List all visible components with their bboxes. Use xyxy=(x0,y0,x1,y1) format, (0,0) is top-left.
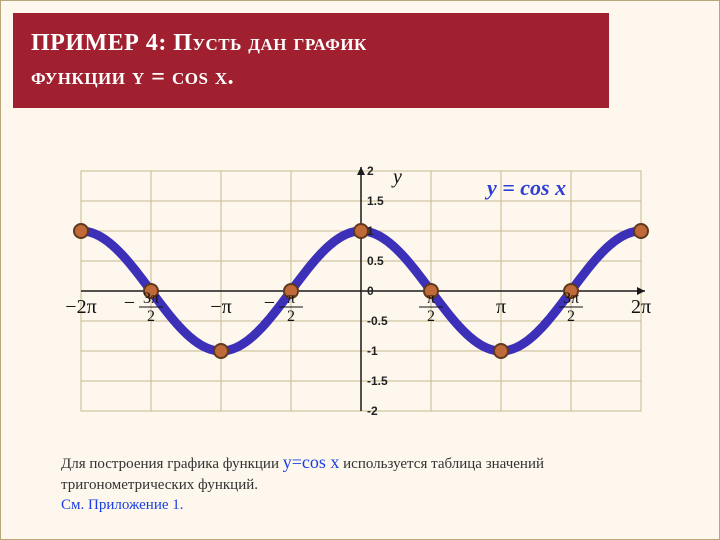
svg-text:-2: -2 xyxy=(367,404,378,418)
svg-text:-1: -1 xyxy=(367,344,378,358)
chart-svg: 21.510.50-0.5-1-1.5-2−2π−3π2−π−π2π2π3π22… xyxy=(61,161,661,421)
svg-text:-1.5: -1.5 xyxy=(367,374,388,388)
footer-highlight: y=cos x xyxy=(283,452,340,472)
svg-text:y: y xyxy=(391,166,402,188)
svg-text:1.5: 1.5 xyxy=(367,194,384,208)
cosine-chart: 21.510.50-0.5-1-1.5-2−2π−3π2−π−π2π2π3π22… xyxy=(61,161,661,421)
header-line-1: ПРИМЕР 4: Пусть дан график xyxy=(31,27,591,59)
svg-text:0: 0 xyxy=(367,284,374,298)
svg-text:1: 1 xyxy=(367,224,374,238)
svg-text:3π: 3π xyxy=(143,290,159,307)
svg-text:−2π: −2π xyxy=(65,296,96,318)
svg-text:−: − xyxy=(124,292,135,314)
footer-link: См. Приложение 1. xyxy=(61,497,184,513)
svg-text:π: π xyxy=(427,290,435,307)
svg-text:2: 2 xyxy=(147,308,155,325)
svg-text:2: 2 xyxy=(287,308,295,325)
svg-text:π: π xyxy=(287,290,295,307)
svg-text:2: 2 xyxy=(567,308,575,325)
svg-text:2: 2 xyxy=(367,164,374,178)
slide-header: ПРИМЕР 4: Пусть дан график функции y = c… xyxy=(13,13,609,108)
svg-text:y = cos x: y = cos x xyxy=(484,175,566,200)
svg-text:−π: −π xyxy=(210,296,231,318)
svg-text:π: π xyxy=(496,296,506,318)
svg-text:0.5: 0.5 xyxy=(367,254,384,268)
svg-text:3π: 3π xyxy=(563,290,579,307)
svg-text:2: 2 xyxy=(427,308,435,325)
svg-text:−: − xyxy=(264,292,275,314)
footer-text: Для построения графика функции y=cos x и… xyxy=(61,450,659,515)
footer-text-a: Для построения графика функции xyxy=(61,456,283,472)
header-line-2: функции y = cos x. xyxy=(31,61,591,93)
svg-text:-0.5: -0.5 xyxy=(367,314,388,328)
svg-text:2π: 2π xyxy=(631,296,651,318)
